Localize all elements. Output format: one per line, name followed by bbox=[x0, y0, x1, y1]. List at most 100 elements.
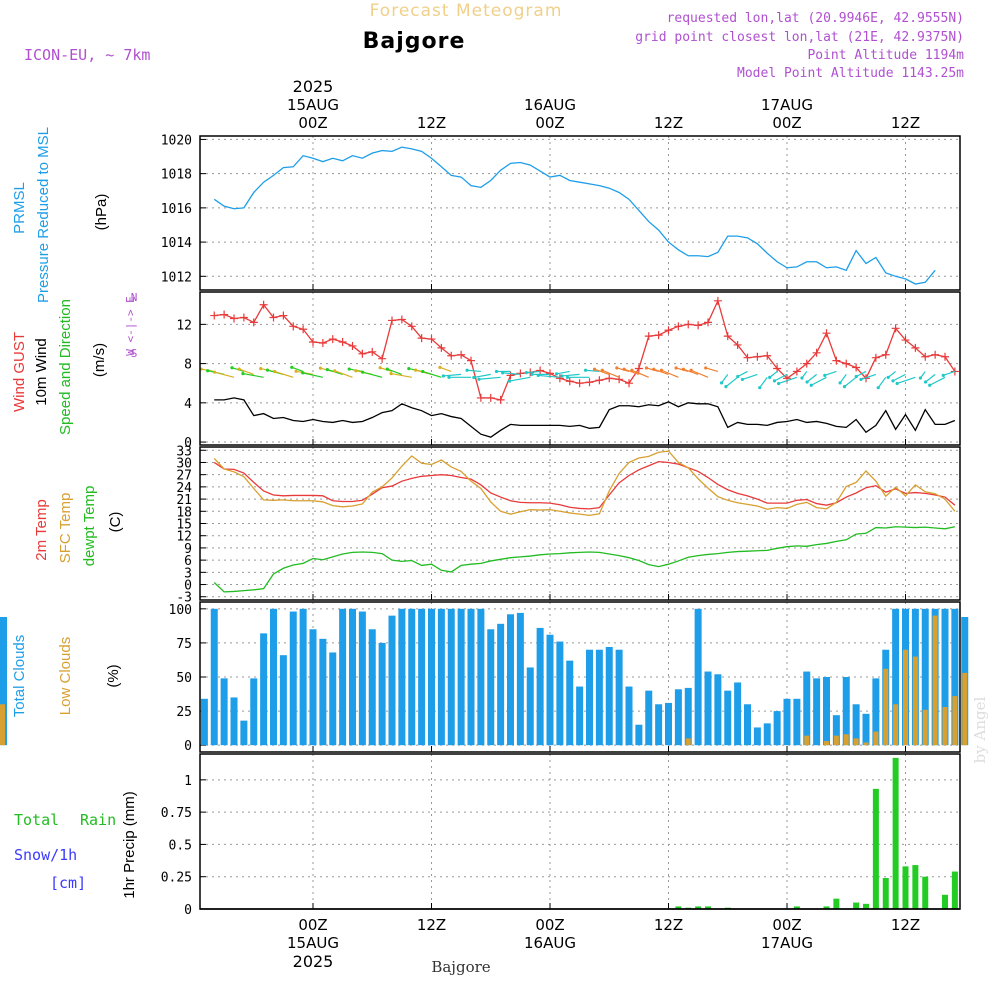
wind-arrow bbox=[509, 376, 531, 382]
gust-marker bbox=[585, 378, 594, 387]
total-cloud-bar bbox=[823, 677, 830, 746]
wind-arrow bbox=[602, 369, 620, 378]
gust-marker bbox=[723, 332, 732, 341]
y-tick-label: -3 bbox=[176, 591, 192, 606]
wind-arrow-head bbox=[230, 366, 234, 370]
gust-marker bbox=[348, 341, 357, 350]
gust-marker bbox=[467, 356, 475, 365]
wind-arrow-head bbox=[524, 371, 528, 375]
wind-arrow bbox=[585, 369, 600, 373]
low-cloud-bar bbox=[873, 731, 879, 746]
wind-arrow-head bbox=[592, 367, 597, 371]
low-cloud-bar bbox=[962, 672, 968, 746]
total-cloud-bar bbox=[674, 689, 682, 746]
product-title: Forecast Meteogram bbox=[370, 1, 563, 21]
total-cloud-bar bbox=[289, 611, 297, 746]
precip-snow-label: Snow/1h bbox=[14, 846, 77, 864]
wind-arrow bbox=[334, 370, 353, 378]
wind-direction-label: Speed and Direction bbox=[57, 299, 74, 435]
wind-arrow-head bbox=[622, 367, 626, 371]
rain-bar bbox=[833, 898, 840, 909]
wind-arrow bbox=[774, 373, 788, 382]
total-cloud-bar bbox=[803, 671, 811, 746]
wind-arrow bbox=[824, 370, 837, 376]
bottom-date-label: 17AUG bbox=[761, 934, 813, 952]
total-cloud-bar bbox=[645, 690, 653, 746]
wind-arrow-head bbox=[615, 366, 619, 370]
wind-arrow bbox=[242, 372, 264, 378]
y-tick-label: 1020 bbox=[161, 133, 192, 148]
location-title: Bajgore bbox=[363, 29, 466, 54]
wind-arrow bbox=[860, 373, 877, 380]
low-cloud-bar bbox=[685, 738, 691, 746]
wind-arrow-head bbox=[923, 380, 928, 384]
gust-marker bbox=[901, 336, 910, 345]
wind-arrow bbox=[737, 370, 748, 378]
low-cloud-bar bbox=[883, 668, 889, 746]
wind-arrow-head bbox=[719, 381, 724, 385]
total-cloud-bar bbox=[704, 671, 712, 746]
rain-bar bbox=[823, 906, 830, 909]
y-tick-label: 0 bbox=[184, 903, 192, 918]
y-tick-label: 3 bbox=[184, 566, 192, 581]
wind-arrow-head bbox=[259, 366, 263, 371]
gust-marker bbox=[210, 311, 219, 320]
gust-marker bbox=[388, 316, 396, 325]
low-cloud-bar bbox=[863, 742, 869, 746]
gust-marker bbox=[338, 338, 347, 347]
total-cloud-bar bbox=[378, 642, 386, 746]
y-tick-label: 1012 bbox=[161, 270, 192, 285]
point-altitude: Point Altitude 1194m bbox=[807, 48, 964, 63]
wind-arrow-head bbox=[530, 372, 534, 376]
gust-marker bbox=[447, 351, 456, 360]
series-line-dewpt-temp bbox=[213, 526, 956, 593]
panel-frame bbox=[199, 135, 961, 291]
total-cloud-bar bbox=[516, 612, 524, 746]
wind-arrow-head bbox=[206, 369, 210, 373]
wind-arrow-head bbox=[724, 385, 728, 389]
rain-bar bbox=[912, 865, 919, 909]
wind-arrow bbox=[877, 376, 887, 389]
wind-arrow-head bbox=[895, 381, 899, 386]
gust-marker bbox=[476, 393, 485, 402]
temp-sfc-label: SFC Temp bbox=[57, 493, 74, 564]
gust-marker bbox=[704, 318, 712, 327]
total-cloud-bar bbox=[497, 623, 505, 746]
y-tick-label: 4 bbox=[184, 397, 192, 412]
wind-arrow bbox=[721, 374, 729, 384]
top-hour-label: 00Z bbox=[298, 114, 327, 132]
rain-bar bbox=[853, 902, 860, 909]
wind-arrow bbox=[478, 376, 501, 380]
wind-arrow-head bbox=[241, 371, 245, 376]
wind-arrow bbox=[929, 376, 946, 386]
panel-1: 0 4 8 12 bbox=[176, 292, 961, 451]
wind-arrow-head bbox=[347, 367, 351, 371]
wind-arrow-head bbox=[438, 365, 442, 369]
wind-arrow-head bbox=[704, 366, 708, 370]
series-line-wind-gust bbox=[214, 298, 956, 401]
wind-arrow-head bbox=[823, 373, 827, 377]
wind-arrow bbox=[690, 369, 709, 378]
wind-arrow-head bbox=[560, 374, 564, 378]
precip-unit: 1hr Precip (mm) bbox=[121, 791, 138, 899]
wind-arrow bbox=[925, 373, 936, 383]
total-cloud-bar bbox=[477, 608, 485, 746]
wind-arrow bbox=[810, 376, 827, 386]
series-line-10m-wind bbox=[214, 397, 956, 438]
gust-marker bbox=[378, 354, 387, 363]
wind-arrow bbox=[439, 366, 452, 373]
wind-arrow-head bbox=[886, 375, 890, 379]
precip-rain-label: Rain bbox=[80, 811, 116, 829]
gust-marker bbox=[615, 375, 624, 384]
pressure-label-1: PRMSL bbox=[11, 182, 28, 234]
total-cloud-bar bbox=[220, 678, 228, 746]
requested-coords: requested lon,lat (20.9946E, 42.9555N) bbox=[667, 11, 964, 26]
gust-marker bbox=[279, 311, 288, 320]
total-cloud-bar bbox=[694, 608, 702, 746]
wind-arrow bbox=[806, 373, 817, 383]
wind-arrow bbox=[443, 373, 462, 377]
wind-arrow-head bbox=[777, 381, 781, 386]
wind-arrow-head bbox=[736, 374, 740, 379]
total-cloud-bar bbox=[408, 608, 416, 746]
wind-arrow-head bbox=[768, 375, 772, 379]
